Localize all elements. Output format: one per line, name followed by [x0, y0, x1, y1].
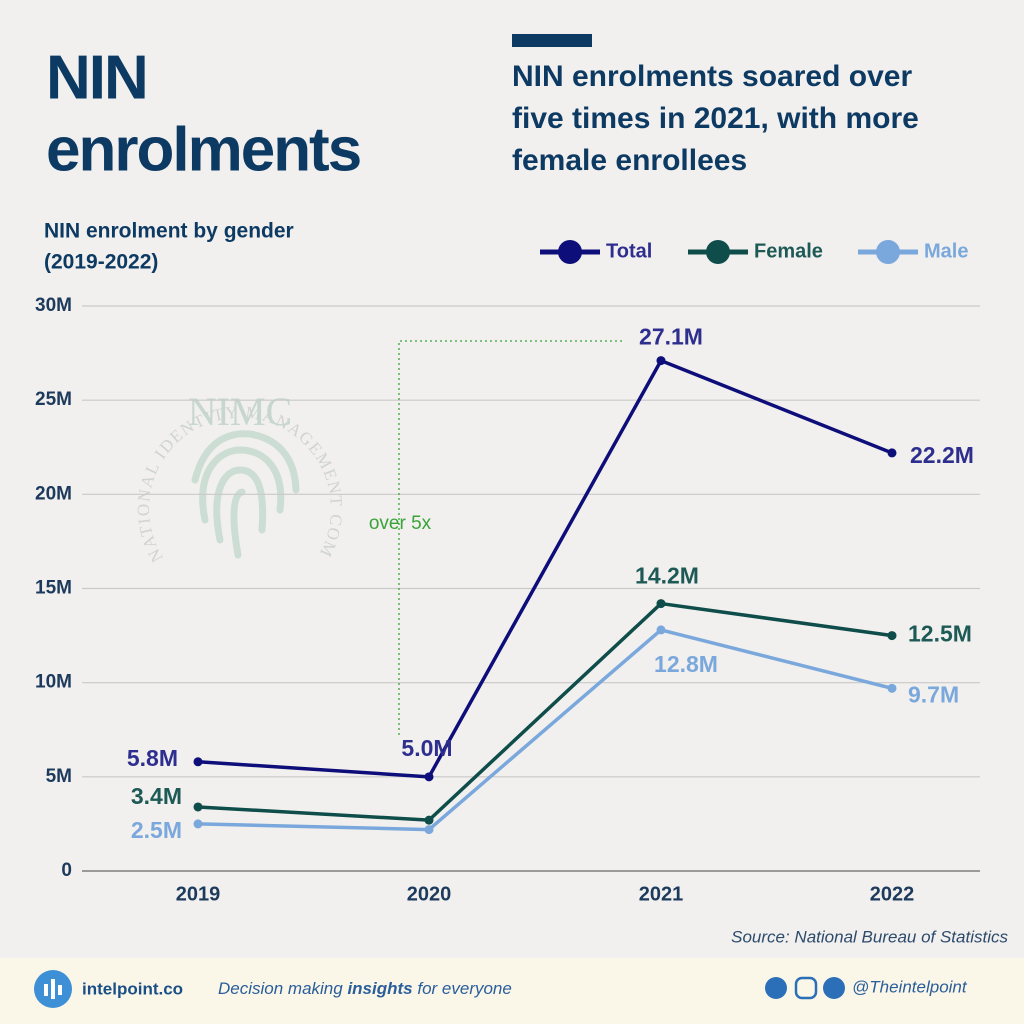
annotation: over 5x: [369, 513, 432, 534]
title: enrolments: [46, 115, 360, 184]
headline: NIN enrolments soared over: [512, 60, 912, 93]
plot: 0 5M 10M 15M 20M 25M 30M 2019 2020 2021 2022 over 5…: [35, 240, 980, 905]
x-tick-label: 2021: [639, 883, 684, 905]
tagline-part: for everyone: [413, 979, 512, 998]
facebook-icon[interactable]: [823, 977, 845, 999]
legend-swatch-dot: [706, 240, 730, 264]
subtitle: NIN enrolment by gender: [44, 220, 294, 243]
data-point: [193, 757, 203, 767]
y-tick-label: 20M: [35, 483, 72, 504]
x-tick-label: 2020: [407, 883, 452, 905]
title: NIN: [46, 43, 147, 112]
brand-name: intelpoint.co: [82, 979, 183, 998]
value-label: 5.0M: [401, 735, 452, 761]
data-point: [193, 802, 203, 812]
y-tick-label: 30M: [35, 295, 72, 316]
x-tick-label: 2022: [870, 883, 915, 905]
tagline-part: insights: [347, 979, 412, 998]
footer-band: [0, 958, 1024, 1024]
value-label: 5.8M: [127, 745, 178, 771]
data-point: [193, 819, 203, 829]
data-point: [887, 631, 897, 641]
data-point: [887, 683, 897, 693]
y-tick-label: 25M: [35, 389, 72, 410]
value-label: 12.5M: [908, 621, 972, 647]
tagline-part: Decision making: [218, 979, 347, 998]
headline: female enrollees: [512, 144, 747, 177]
accent-bar: [512, 34, 592, 47]
source: Source: National Bureau of Statistics: [731, 927, 1008, 946]
legend-swatch-dot: [558, 240, 582, 264]
social-icons: [765, 976, 845, 1000]
value-label: 3.4M: [131, 783, 182, 809]
legend-label: Female: [754, 240, 823, 262]
headline: five times in 2021, with more: [512, 102, 919, 135]
value-label: 14.2M: [635, 563, 699, 589]
fingerprint: [191, 430, 300, 559]
value-label: 22.2M: [910, 442, 974, 468]
subtitle: (2019-2022): [44, 251, 158, 274]
series-line: [197, 628, 893, 832]
value-label: 12.8M: [654, 651, 718, 677]
data-point: [424, 825, 434, 835]
y-tick-label: 5M: [46, 766, 72, 787]
handle: @Theintelpoint: [852, 977, 968, 996]
value-label: 27.1M: [639, 324, 703, 350]
instagram-icon[interactable]: [794, 976, 818, 1000]
data-point: [656, 599, 666, 609]
series-line: [197, 358, 893, 779]
data-point: [656, 356, 666, 366]
x-tick-label: 2019: [176, 883, 221, 905]
data-point: [424, 815, 434, 825]
value-label: 9.7M: [908, 681, 959, 707]
x-icon[interactable]: [765, 977, 787, 999]
legend-swatch-dot: [876, 240, 900, 264]
annotation-bracket: [398, 340, 625, 735]
legend-label: Total: [606, 240, 652, 262]
y-tick-label: 0: [61, 860, 72, 881]
value-label: 2.5M: [131, 817, 182, 843]
y-tick-label: 10M: [35, 672, 72, 693]
series-line: [197, 601, 893, 822]
watermark-logo: NIMC: [188, 389, 292, 434]
data-point: [656, 625, 666, 635]
y-tick-label: 15M: [35, 578, 72, 599]
legend-label: Male: [924, 240, 968, 262]
data-point: [887, 448, 897, 458]
data-point: [424, 772, 434, 782]
brand-logo-bars: [44, 979, 62, 999]
tagline: Decision making insights for everyone: [218, 979, 512, 998]
